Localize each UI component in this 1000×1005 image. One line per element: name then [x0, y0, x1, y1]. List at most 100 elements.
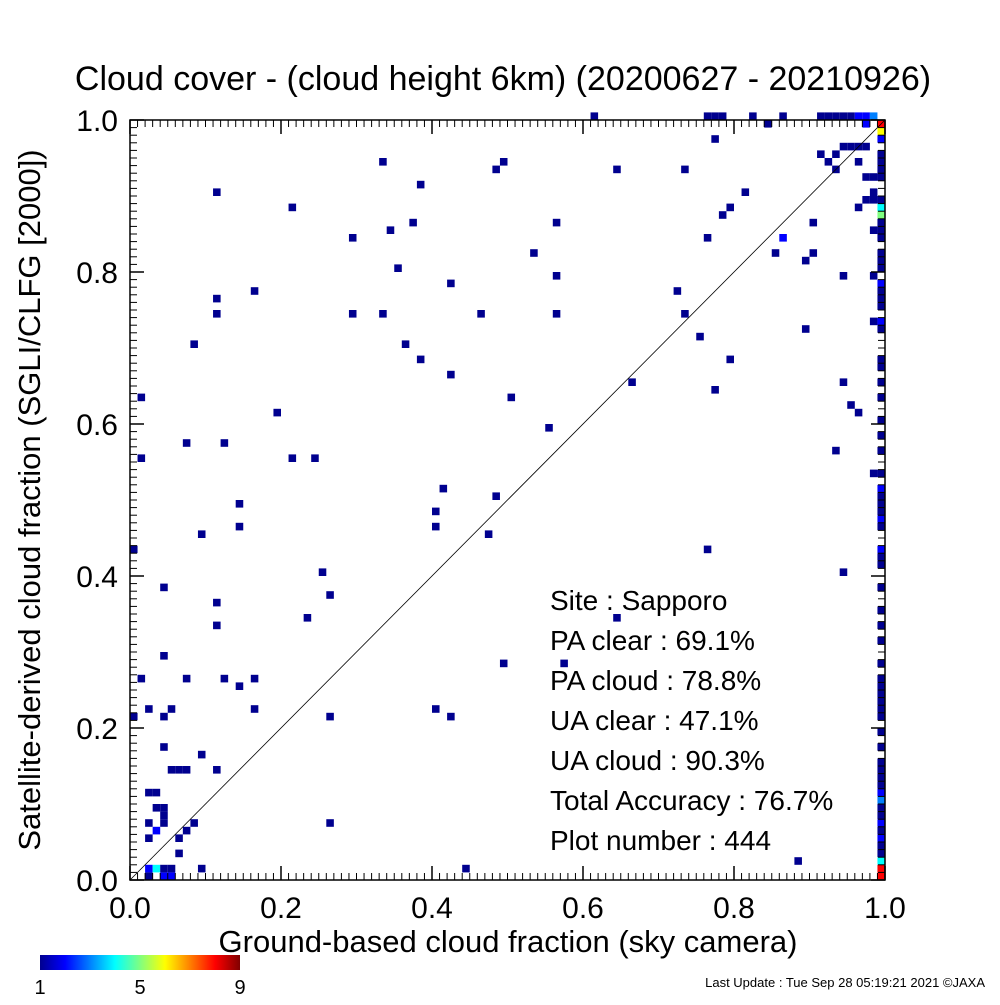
- heatmap-cell: [462, 864, 470, 873]
- heatmap-cell: [613, 614, 621, 622]
- heatmap-cell: [839, 142, 848, 151]
- stat-line: Site : Sapporo: [550, 585, 727, 616]
- heatmap-cell: [235, 682, 244, 690]
- heatmap-cell: [877, 728, 885, 736]
- heatmap-cell: [877, 545, 885, 554]
- heatmap-cell: [877, 743, 885, 751]
- heatmap-cell: [877, 203, 885, 212]
- heatmap-cell: [877, 766, 885, 774]
- heatmap-cell: [824, 112, 833, 120]
- heatmap-cell: [839, 272, 848, 280]
- heatmap-cell: [869, 112, 878, 120]
- heatmap-cell: [726, 203, 734, 212]
- heatmap-cell: [877, 355, 885, 364]
- heatmap-cell: [877, 705, 885, 713]
- heatmap-cell: [877, 781, 885, 789]
- heatmap-cell: [182, 766, 191, 774]
- heatmap-cell: [877, 279, 885, 288]
- heatmap-cell: [152, 804, 161, 812]
- heatmap-cell: [817, 150, 825, 158]
- heatmap-cell: [877, 416, 885, 424]
- heatmap-cell: [877, 317, 885, 326]
- heatmap-cell: [499, 158, 508, 166]
- heatmap-cell: [530, 249, 538, 257]
- heatmap-cell: [288, 203, 297, 212]
- heatmap-cell: [507, 393, 516, 402]
- heatmap-cell: [160, 583, 168, 592]
- heatmap-cell: [862, 173, 870, 181]
- heatmap-cell: [877, 294, 885, 303]
- heatmap-cell: [801, 256, 810, 265]
- heatmap-cell: [877, 857, 885, 865]
- heatmap-cell: [877, 234, 885, 242]
- heatmap-cell: [273, 408, 281, 417]
- heatmap-cell: [190, 340, 198, 348]
- heatmap-cell: [839, 112, 848, 120]
- heatmap-cell: [432, 705, 440, 713]
- colorbar: 1 5 9: [34, 955, 246, 999]
- heatmap-cell: [250, 287, 259, 295]
- y-tick-label: 0.4: [76, 561, 118, 594]
- heatmap-cell: [613, 165, 621, 174]
- heatmap-cell: [160, 811, 168, 820]
- heatmap-cell: [877, 788, 885, 797]
- heatmap-cell: [552, 310, 561, 318]
- heatmap-cell: [877, 492, 885, 500]
- heatmap-cell: [432, 522, 440, 531]
- heatmap-cell: [854, 158, 863, 166]
- heatmap-cell: [877, 484, 885, 493]
- heatmap-cell: [877, 135, 885, 143]
- heatmap-cell: [877, 218, 885, 227]
- heatmap-cell: [160, 864, 168, 873]
- heatmap-cell: [779, 234, 787, 242]
- heatmap-cell: [862, 142, 870, 151]
- x-tick-label: 0.6: [562, 892, 604, 925]
- heatmap-cell: [560, 659, 568, 668]
- heatmap-cell: [771, 249, 780, 257]
- heatmap-cell: [869, 469, 878, 478]
- heatmap-cell: [877, 659, 885, 668]
- heatmap-cell: [726, 355, 734, 364]
- heatmap-cell: [877, 872, 885, 880]
- heatmap-cell: [409, 218, 417, 227]
- heatmap-cell: [877, 196, 885, 204]
- heatmap-cell: [190, 819, 198, 827]
- heatmap-cell: [145, 872, 153, 880]
- heatmap-cell: [877, 507, 885, 516]
- heatmap-cell: [379, 310, 387, 318]
- heatmap-cell: [764, 120, 772, 128]
- heatmap-cell: [145, 788, 153, 797]
- colorbar-label-max: 9: [234, 977, 245, 999]
- statistics-panel: Site : Sapporo PA clear : 69.1% PA cloud :…: [550, 585, 833, 856]
- heatmap-cell: [877, 621, 885, 630]
- stat-line: UA cloud : 90.3%: [550, 745, 765, 776]
- heatmap-cell: [877, 674, 885, 683]
- heatmap-cell: [182, 674, 191, 683]
- heatmap-cell: [847, 112, 855, 120]
- heatmap-cell: [877, 826, 885, 835]
- heatmap-cell: [326, 591, 334, 599]
- heatmap-cell: [711, 386, 719, 394]
- heatmap-cell: [877, 211, 885, 219]
- heatmap-cell: [854, 408, 863, 417]
- heatmap-cell: [401, 340, 410, 348]
- heatmap-cell: [250, 705, 259, 713]
- heatmap-cell: [250, 674, 259, 683]
- heatmap-cell: [877, 864, 885, 873]
- heatmap-cell: [167, 766, 176, 774]
- heatmap-cell: [447, 370, 455, 379]
- heatmap-cell: [145, 705, 153, 713]
- heatmap-cell: [348, 234, 357, 242]
- heatmap-cell: [182, 826, 191, 835]
- heatmap-cell: [817, 112, 825, 120]
- heatmap-cell: [379, 158, 387, 166]
- heatmap-cell: [794, 857, 802, 865]
- heatmap-cell: [681, 165, 689, 174]
- heatmap-cell: [477, 310, 485, 318]
- heatmap-cell: [703, 234, 712, 242]
- heatmap-cell: [877, 393, 885, 402]
- heatmap-cell: [877, 363, 885, 371]
- heatmap-cell: [152, 864, 161, 873]
- heatmap-cell: [779, 112, 787, 120]
- heatmap-cell: [718, 211, 727, 219]
